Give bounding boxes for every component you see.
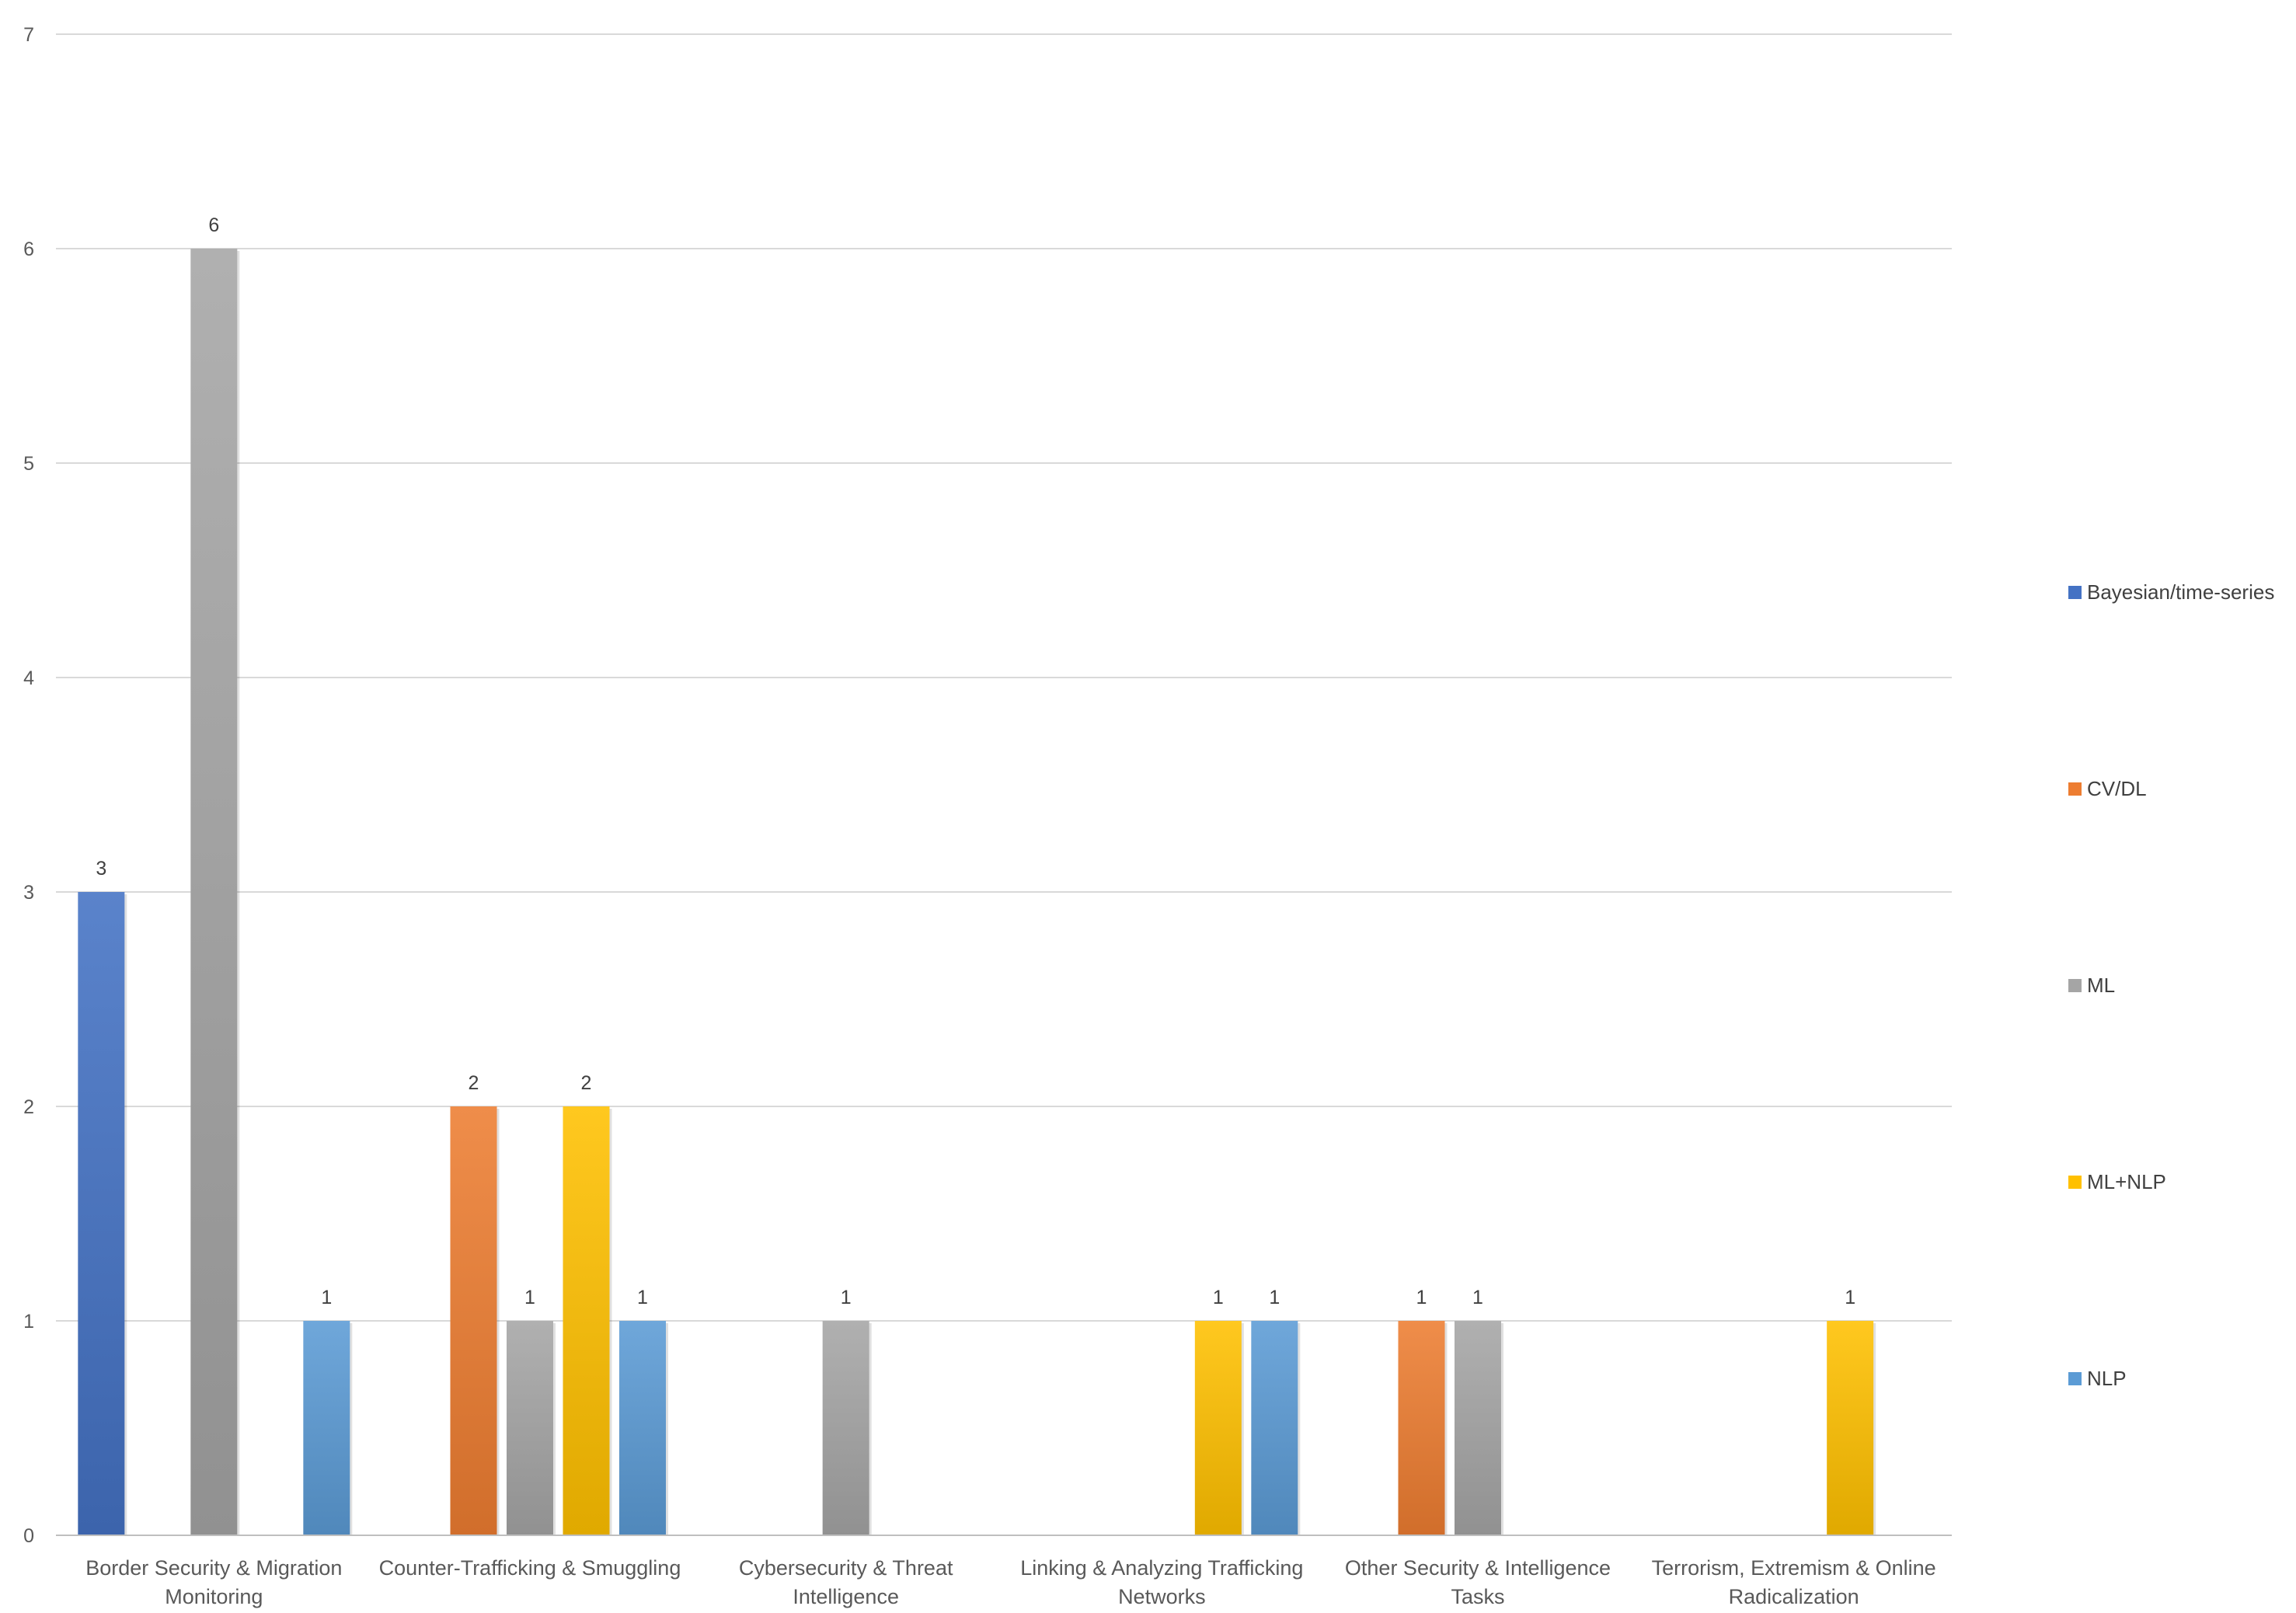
bars [78, 249, 1876, 1535]
data-label: 3 [96, 858, 106, 880]
bar [78, 892, 125, 1535]
x-tick-label: Linking & Analyzing Trafficking [1020, 1556, 1303, 1580]
bar [303, 1321, 350, 1535]
legend-swatch [2068, 979, 2082, 992]
data-label: 1 [1213, 1287, 1224, 1308]
x-tick-label: Monitoring [165, 1585, 263, 1608]
y-tick-label: 5 [23, 453, 34, 475]
x-tick-label: Counter-Trafficking & Smuggling [379, 1556, 681, 1580]
legend: Bayesian/time-series CV/DL ML ML+NLP NLP [2068, 580, 2274, 1390]
legend-swatch [2068, 782, 2082, 796]
y-axis: 0 1 2 3 4 5 6 7 [23, 24, 34, 1547]
legend-label: ML [2087, 974, 2115, 997]
legend-item: NLP [2068, 1367, 2127, 1390]
data-label: 1 [1416, 1287, 1427, 1308]
x-tick-label: Terrorism, Extremism & Online [1652, 1556, 1936, 1580]
bar [1194, 1321, 1242, 1535]
data-label: 2 [581, 1072, 592, 1094]
data-label: 1 [321, 1287, 332, 1308]
legend-swatch [2068, 586, 2082, 599]
y-tick-label: 4 [23, 667, 34, 689]
bar [1455, 1321, 1501, 1535]
y-tick-label: 2 [23, 1096, 34, 1118]
x-axis: Border Security & Migration Monitoring Cou… [56, 1535, 1952, 1608]
y-tick-label: 0 [23, 1525, 34, 1547]
bar [1827, 1321, 1874, 1535]
data-labels: 3 6 1 2 1 2 1 1 1 1 1 1 1 [96, 214, 1855, 1308]
data-label: 1 [1269, 1287, 1280, 1308]
legend-item: ML+NLP [2068, 1170, 2166, 1193]
bar [619, 1321, 666, 1535]
legend-label: ML+NLP [2087, 1170, 2166, 1193]
bar [507, 1321, 553, 1535]
bar [1251, 1321, 1298, 1535]
data-label: 1 [841, 1287, 852, 1308]
x-tick-label: Other Security & Intelligence [1345, 1556, 1611, 1580]
data-label: 1 [1472, 1287, 1483, 1308]
y-tick-label: 7 [23, 24, 34, 46]
y-tick-label: 6 [23, 239, 34, 260]
legend-label: NLP [2087, 1367, 2127, 1390]
data-label: 1 [524, 1287, 535, 1308]
y-tick-label: 1 [23, 1311, 34, 1333]
x-tick-label: Networks [1118, 1585, 1206, 1608]
legend-item: ML [2068, 974, 2115, 997]
bar [822, 1321, 869, 1535]
x-tick-label: Border Security & Migration [85, 1556, 342, 1580]
legend-label: Bayesian/time-series [2087, 580, 2274, 604]
data-label: 1 [637, 1287, 648, 1308]
data-label: 6 [208, 214, 219, 236]
bar [450, 1106, 497, 1535]
legend-swatch [2068, 1372, 2082, 1385]
legend-item: CV/DL [2068, 777, 2147, 800]
legend-swatch [2068, 1176, 2082, 1189]
x-tick-label: Intelligence [793, 1585, 899, 1608]
bar [190, 249, 238, 1535]
bar [1398, 1321, 1445, 1535]
y-tick-label: 3 [23, 882, 34, 904]
x-tick-label: Tasks [1451, 1585, 1504, 1608]
legend-label: CV/DL [2087, 777, 2147, 800]
data-label: 2 [469, 1072, 479, 1094]
x-tick-label: Radicalization [1729, 1585, 1859, 1608]
x-tick-label: Cybersecurity & Threat [739, 1556, 953, 1580]
data-label: 1 [1845, 1287, 1855, 1308]
bar [563, 1106, 610, 1535]
legend-item: Bayesian/time-series [2068, 580, 2274, 604]
gridlines [56, 33, 1952, 1322]
